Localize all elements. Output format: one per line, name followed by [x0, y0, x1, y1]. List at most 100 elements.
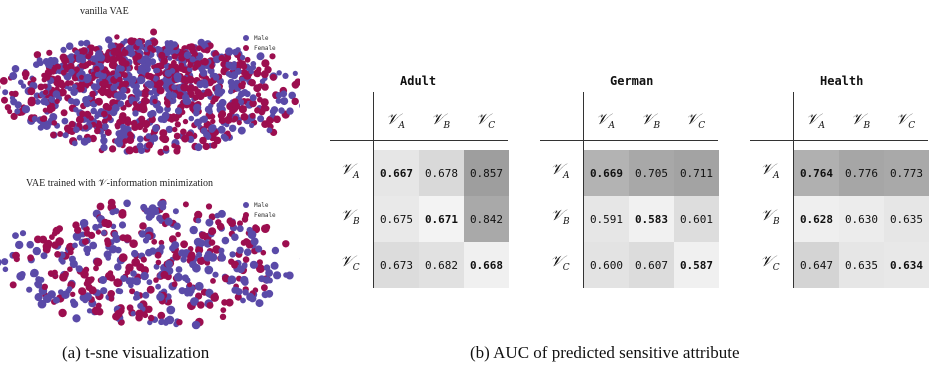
- row-header-symbol: 𝒱: [760, 252, 773, 270]
- tsne-point: [0, 259, 2, 266]
- tsne-point: [104, 237, 111, 244]
- tsne-point: [99, 90, 106, 97]
- legend-item-male: Male: [243, 200, 276, 210]
- tsne-point: [90, 83, 98, 91]
- tsne-point: [130, 120, 138, 127]
- tsne-point: [178, 249, 186, 257]
- tsne-point: [73, 106, 79, 113]
- tsne-point: [100, 143, 108, 152]
- col-header-symbol: 𝒱: [386, 110, 399, 128]
- tsne-point: [215, 219, 222, 226]
- table-cell: 0.647: [794, 242, 839, 288]
- tsne-point: [192, 263, 201, 273]
- tsne-point: [109, 245, 118, 253]
- tsne-point: [227, 72, 234, 79]
- tsne-point: [207, 108, 213, 115]
- tsne-point: [78, 54, 85, 61]
- tsne-point: [140, 230, 146, 236]
- tsne-point: [80, 137, 89, 146]
- tsne-point: [120, 86, 127, 94]
- tsne-point: [280, 90, 288, 98]
- tsne-point: [119, 112, 127, 120]
- tsne-point: [196, 80, 205, 89]
- tsne-point: [249, 112, 256, 119]
- tsne-point: [51, 241, 59, 249]
- tsne-point: [91, 55, 99, 63]
- tsne-point: [0, 77, 8, 85]
- tsne-point: [150, 134, 159, 142]
- tsne-point: [113, 92, 121, 99]
- tsne-point: [172, 208, 179, 215]
- table-title: German: [610, 74, 654, 88]
- tsne-point: [37, 124, 44, 131]
- row-header-symbol: 𝒱: [340, 252, 353, 270]
- tsne-point: [34, 98, 41, 105]
- tsne-point: [238, 82, 245, 89]
- tsne-point: [200, 127, 208, 135]
- tsne-point: [129, 239, 138, 248]
- tsne-point: [58, 88, 67, 97]
- legend-item-female: Female: [243, 210, 276, 220]
- tsne-point: [46, 49, 53, 56]
- table-cell: 0.673: [374, 242, 419, 288]
- tsne-point: [228, 219, 237, 228]
- tsne-point: [241, 63, 248, 70]
- tsne-point: [104, 88, 112, 97]
- tsne-point: [174, 75, 182, 83]
- col-header: 𝒱B: [838, 110, 883, 131]
- tsne-point: [136, 135, 144, 143]
- tsne-point: [229, 124, 237, 132]
- tsne-point: [196, 92, 205, 100]
- tsne-point: [52, 90, 61, 98]
- tsne-point: [238, 99, 245, 105]
- tsne-point: [125, 277, 134, 285]
- row-header-subscript: A: [353, 171, 360, 181]
- tsne-point: [15, 240, 24, 250]
- tsne-point: [269, 53, 276, 60]
- tsne-point: [197, 239, 206, 248]
- col-header-subscript: A: [818, 121, 826, 131]
- tsne-point: [99, 276, 107, 284]
- tsne-point: [18, 271, 26, 278]
- table-cell: 0.583: [629, 196, 674, 242]
- tsne-point: [168, 235, 177, 243]
- tsne-point: [60, 109, 68, 117]
- tsne-point: [32, 246, 41, 256]
- col-header-subscript: A: [398, 121, 406, 131]
- tsne-point: [278, 107, 285, 114]
- tsne-point: [73, 126, 80, 133]
- tsne-point: [107, 270, 114, 276]
- table-cell: 0.591: [584, 196, 629, 242]
- table-cell: 0.857: [464, 150, 509, 196]
- tsne-point: [94, 71, 101, 78]
- tsne-point: [114, 309, 123, 319]
- row-header: 𝒱B: [332, 206, 368, 227]
- tsne-point: [270, 261, 279, 270]
- tsne-point: [65, 42, 74, 50]
- tsne-point: [50, 106, 56, 112]
- tsne-point: [79, 218, 89, 228]
- tsne-point: [67, 62, 75, 71]
- tsne-point: [193, 118, 202, 127]
- tsne-point: [27, 254, 34, 262]
- tsne-point: [4, 104, 12, 111]
- tsne-point: [54, 98, 60, 105]
- tsne-point: [92, 223, 99, 231]
- tsne-point: [147, 44, 154, 52]
- tsne-point: [227, 78, 235, 86]
- tsne-point: [105, 129, 112, 136]
- tsne-point: [189, 225, 198, 235]
- tsne-point: [152, 124, 160, 132]
- tsne-point: [135, 39, 143, 47]
- tsne-point: [175, 231, 181, 238]
- tsne-point: [259, 78, 266, 85]
- tsne-point: [89, 134, 97, 143]
- col-header: 𝒱A: [793, 110, 838, 131]
- tsne-point: [36, 57, 43, 64]
- tsne-point: [201, 57, 208, 64]
- tsne-point: [71, 83, 78, 90]
- col-header-symbol: 𝒱: [640, 110, 654, 128]
- row-header-subscript: B: [562, 217, 570, 227]
- tsne-point: [70, 298, 77, 305]
- tsne-point: [93, 265, 99, 272]
